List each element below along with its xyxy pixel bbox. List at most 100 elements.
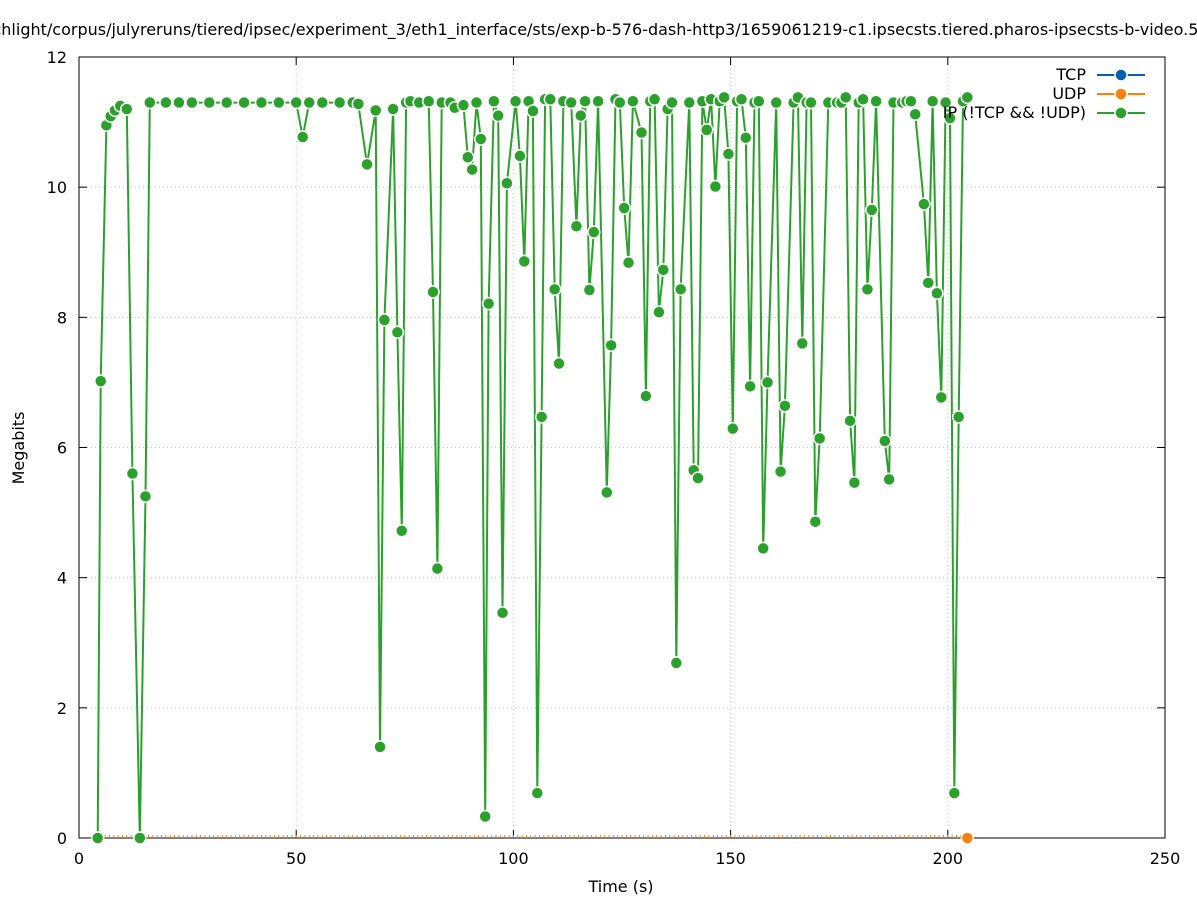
data-point <box>760 375 775 390</box>
data-point <box>591 94 605 109</box>
data-point <box>673 282 688 297</box>
data-point <box>604 338 618 353</box>
data-point <box>626 94 640 109</box>
data-point <box>721 147 736 161</box>
data-point <box>456 98 471 112</box>
legend-marker <box>1114 106 1128 120</box>
data-point <box>930 286 944 301</box>
data-point <box>143 95 157 110</box>
data-point <box>430 561 445 576</box>
x-tick-label: 50 <box>286 849 306 868</box>
y-tick-label: 2 <box>57 699 67 718</box>
x-tick-label: 150 <box>715 849 746 868</box>
data-point <box>125 466 140 481</box>
data-point <box>726 421 740 436</box>
data-point <box>634 125 649 140</box>
legend-marker <box>1114 68 1128 82</box>
data-point <box>315 95 330 110</box>
y-tick-label: 10 <box>47 178 67 197</box>
data-point <box>474 132 488 146</box>
y-tick-label: 12 <box>47 48 67 67</box>
data-point <box>587 225 601 239</box>
data-point <box>778 399 792 413</box>
data-point <box>934 390 949 405</box>
data-point <box>951 410 966 424</box>
data-point <box>878 434 892 448</box>
data-point <box>93 374 108 388</box>
data-point <box>185 95 199 110</box>
data-point <box>838 90 853 105</box>
data-point <box>254 95 269 110</box>
data-point <box>564 95 578 110</box>
data-point <box>769 95 783 110</box>
axis-ticks: 0 50 100 150 200 250 0 2 4 6 8 10 12 <box>47 48 1181 868</box>
data-point <box>639 389 653 403</box>
data-point <box>202 95 217 110</box>
data-point <box>869 94 883 109</box>
data-point <box>847 475 862 490</box>
data-point <box>426 285 440 299</box>
data-point <box>386 102 400 116</box>
data-point <box>699 123 714 137</box>
y-tick-label: 8 <box>57 308 67 327</box>
data-point <box>804 95 818 110</box>
data-point <box>600 485 614 500</box>
data-point <box>159 95 173 110</box>
data-point <box>120 102 134 116</box>
y-tick-label: 6 <box>57 439 67 458</box>
data-point <box>921 276 936 290</box>
data-point <box>812 431 827 446</box>
data-point <box>621 255 636 270</box>
data-point <box>569 219 584 233</box>
y-tick-label: 4 <box>57 569 67 588</box>
data-point <box>669 656 684 670</box>
y-axis-title: Megabits <box>9 412 28 485</box>
data-point <box>543 92 558 107</box>
data-point <box>487 94 501 109</box>
data-point <box>351 97 366 111</box>
data-point <box>377 313 392 327</box>
data-point <box>373 740 387 754</box>
data-point <box>530 786 545 800</box>
data-point <box>856 92 870 107</box>
data-point <box>573 108 588 123</box>
data-point <box>219 95 234 110</box>
data-point <box>138 489 153 504</box>
data-point <box>582 283 597 297</box>
data-point <box>421 94 436 109</box>
grid <box>79 57 1165 838</box>
data-point <box>652 305 666 319</box>
x-tick-label: 100 <box>498 849 529 868</box>
legend-label: TCP <box>1055 65 1086 84</box>
data-point <box>495 606 510 620</box>
data-point <box>691 471 705 485</box>
data-point <box>478 809 492 824</box>
data-point <box>578 94 592 109</box>
data-point <box>708 179 723 194</box>
x-tick-label: 250 <box>1150 849 1181 868</box>
series <box>90 90 975 845</box>
data-point <box>461 150 475 164</box>
data-point <box>481 296 496 311</box>
series-udp <box>100 831 975 845</box>
series-line <box>96 94 968 839</box>
data-point <box>332 95 347 110</box>
data-point <box>513 149 527 163</box>
data-point <box>508 94 523 109</box>
data-point <box>960 90 975 105</box>
udp-point-marker <box>960 831 975 845</box>
data-point <box>469 95 484 110</box>
data-point <box>882 472 896 487</box>
data-point <box>526 104 540 118</box>
data-point <box>752 94 766 109</box>
data-point <box>491 108 505 123</box>
data-point <box>938 95 953 110</box>
data-point <box>717 90 731 105</box>
data-point <box>295 130 310 144</box>
data-point <box>534 410 549 424</box>
data-point <box>90 831 105 845</box>
data-point <box>908 107 922 122</box>
data-point <box>647 92 662 107</box>
data-point <box>552 356 566 371</box>
